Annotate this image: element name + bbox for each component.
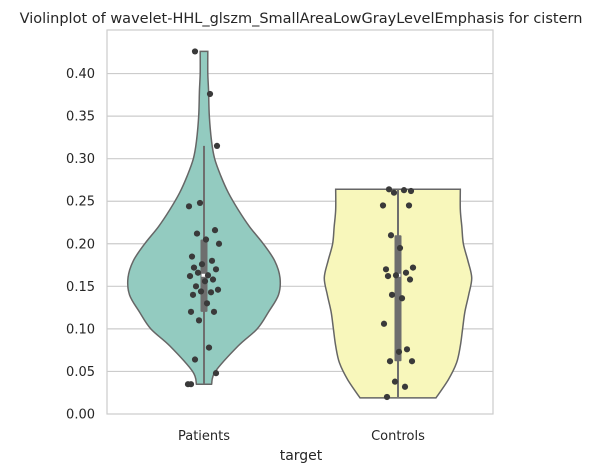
y-tick-labels: 0.00 0.05 0.10 0.15 0.20 0.25 0.30 0.35 0.40 — [66, 67, 95, 422]
data-point-controls — [385, 186, 393, 193]
y-tick-label: 0.35 — [66, 110, 95, 125]
data-point-patients — [204, 272, 212, 279]
y-tick-label: 0.15 — [66, 280, 95, 295]
data-point-patients — [211, 227, 219, 234]
y-tick-label: 0.00 — [66, 408, 95, 423]
data-point-controls — [391, 378, 399, 385]
data-point-patients — [189, 291, 197, 298]
data-point-patients — [193, 230, 201, 237]
data-point-patients — [191, 48, 199, 55]
median-marker-patients — [201, 273, 207, 277]
point-layer — [184, 48, 417, 401]
data-point-patients — [201, 278, 209, 285]
data-point-patients — [212, 370, 220, 377]
data-point-patients — [203, 300, 211, 307]
data-point-controls — [388, 291, 396, 298]
data-point-controls — [390, 189, 398, 196]
data-point-patients — [188, 253, 196, 260]
data-point-patients — [195, 317, 203, 324]
data-point-patients — [207, 289, 215, 296]
data-point-controls — [392, 272, 400, 279]
data-point-controls — [398, 295, 406, 302]
data-point-patients — [209, 276, 217, 283]
x-tick-label-controls: Controls — [371, 429, 425, 444]
data-point-patients — [210, 308, 218, 315]
data-point-patients — [215, 240, 223, 247]
data-point-patients — [206, 90, 214, 98]
data-point-patients — [198, 261, 206, 268]
data-point-controls — [383, 393, 391, 401]
data-point-controls — [409, 264, 417, 271]
data-point-controls — [386, 358, 394, 365]
data-point-patients — [187, 381, 195, 388]
iqr-box-controls — [394, 235, 402, 362]
y-tick-label: 0.25 — [66, 195, 95, 210]
data-point-patients — [185, 203, 193, 210]
data-point-patients — [194, 269, 202, 276]
data-point-controls — [380, 320, 388, 327]
y-tick-label: 0.30 — [66, 152, 95, 167]
data-point-patients — [213, 142, 221, 149]
data-point-patients — [212, 266, 220, 273]
data-point-patients — [190, 264, 198, 271]
data-point-controls — [403, 346, 411, 353]
y-tick-label: 0.40 — [66, 67, 95, 82]
data-point-controls — [406, 276, 414, 283]
data-point-controls — [401, 383, 409, 390]
data-point-patients — [214, 286, 222, 293]
data-point-controls — [384, 273, 392, 280]
data-point-patients — [187, 308, 195, 315]
x-tick-label-patients: Patients — [178, 429, 230, 444]
violin-layer — [126, 50, 473, 399]
data-point-patients — [197, 288, 205, 295]
x-axis-label: target — [280, 448, 323, 464]
data-point-patients — [196, 199, 204, 207]
data-point-controls — [387, 232, 395, 239]
y-tick-label: 0.20 — [66, 237, 95, 252]
y-tick-label: 0.05 — [66, 365, 95, 380]
y-tick-label: 0.10 — [66, 322, 95, 337]
chart-title: Violinplot of wavelet-HHL_glszm_SmallAre… — [20, 11, 583, 27]
data-point-patients — [202, 236, 210, 243]
data-point-controls — [379, 202, 387, 209]
data-point-patients — [186, 273, 194, 280]
data-point-controls — [405, 202, 413, 209]
data-point-patients — [192, 283, 200, 290]
data-point-controls — [396, 244, 404, 252]
data-point-controls — [400, 187, 408, 194]
data-point-patients — [205, 344, 213, 351]
data-point-controls — [402, 269, 410, 276]
data-point-controls — [407, 187, 415, 195]
data-point-controls — [408, 358, 416, 365]
data-point-controls — [395, 348, 403, 355]
plot-frame — [106, 29, 494, 415]
data-point-controls — [382, 266, 390, 273]
data-point-patients — [191, 356, 199, 363]
data-point-patients — [208, 257, 216, 264]
